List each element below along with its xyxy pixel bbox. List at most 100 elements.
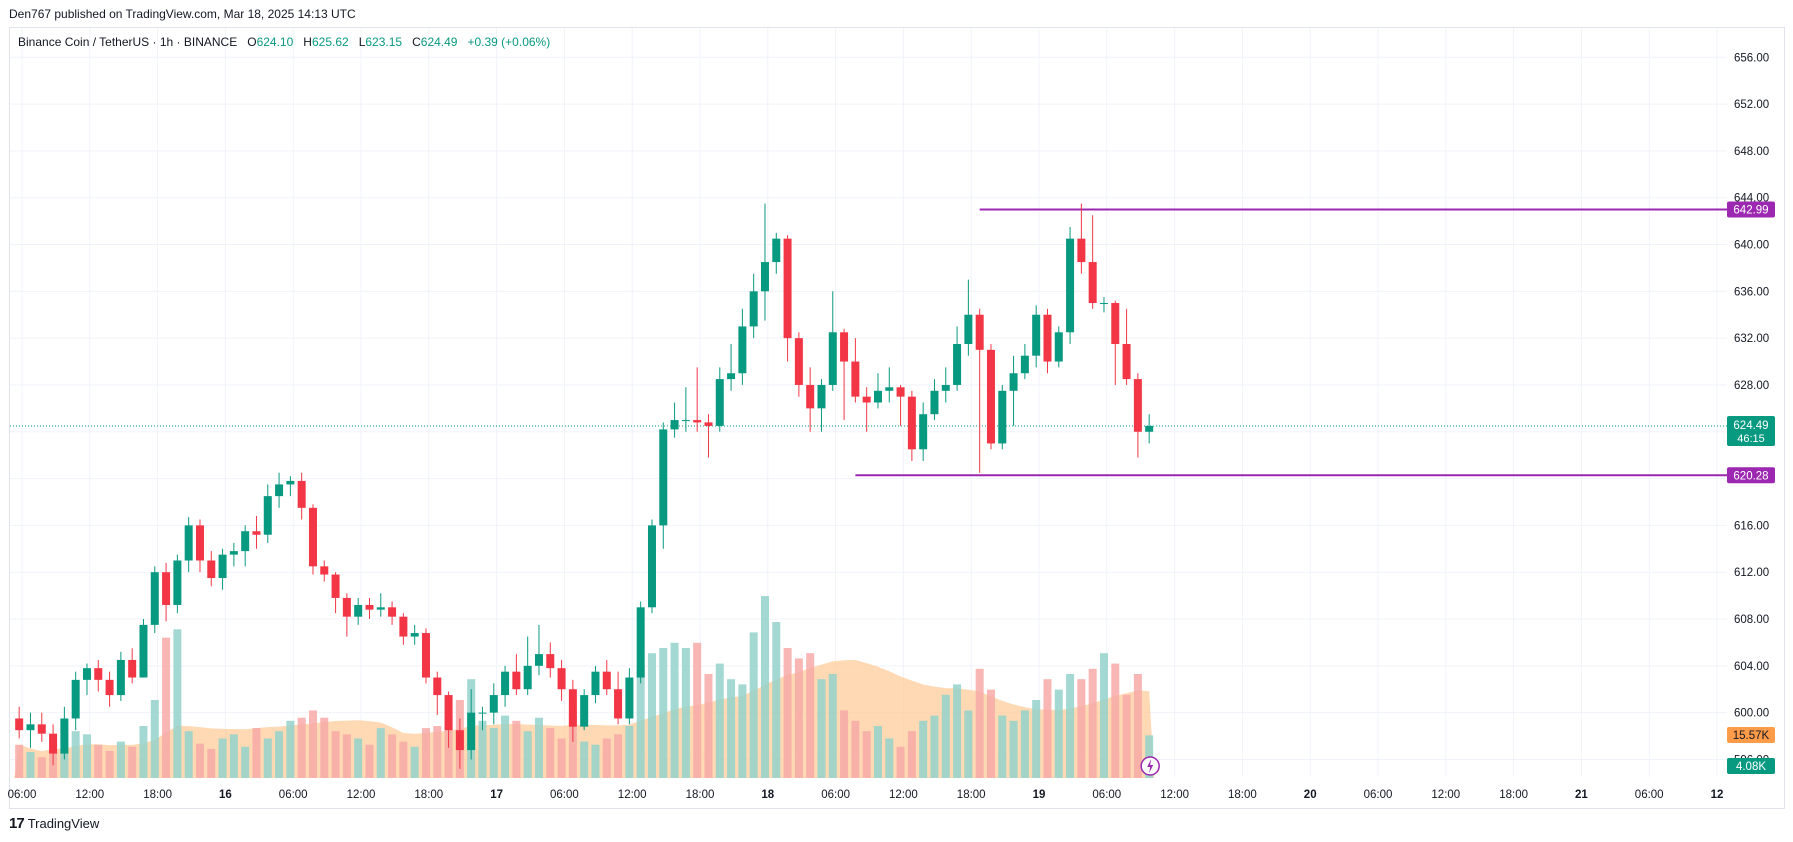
candle-body: [523, 665, 532, 690]
volume-bar: [421, 728, 430, 778]
candle-body: [625, 677, 634, 719]
candle-body: [772, 238, 781, 263]
candle-body: [1009, 373, 1018, 391]
volume-bar: [433, 726, 442, 778]
candle-body: [71, 679, 80, 719]
symbol-legend[interactable]: Binance Coin / TetherUS · 1h · BINANCE O…: [18, 35, 550, 49]
candle-body: [252, 531, 261, 535]
volume-bar: [772, 622, 781, 778]
time-axis: 06:00 12:00 18:00 16 06:00 12:00 18:00 17 06:00 1…: [8, 789, 1724, 801]
volume-bar: [320, 717, 329, 778]
current-price-label: 624.49: [1733, 420, 1768, 432]
volume-bar: [930, 715, 939, 778]
volume-bar: [1111, 663, 1120, 778]
candle-body: [376, 607, 385, 610]
candle-body: [896, 387, 905, 397]
time-tick-label: 21: [1575, 789, 1588, 801]
tradingview-logo[interactable]: 17 TradingView: [9, 815, 99, 832]
close-label: C: [412, 35, 421, 49]
volume-bar: [1088, 668, 1097, 778]
volume-bar: [116, 741, 125, 778]
candle-body: [715, 379, 724, 426]
volume-bar: [975, 668, 984, 778]
candle-body: [727, 373, 736, 380]
time-tick-label: 06:00: [550, 789, 579, 801]
volume-bar: [308, 710, 317, 778]
candlesticks: [15, 203, 1154, 769]
volume-label: 4.08K: [1736, 761, 1766, 773]
candle-body: [421, 633, 430, 678]
candle-body: [195, 525, 204, 561]
candle-body: [444, 695, 453, 731]
candle-body: [546, 654, 555, 669]
candle-body: [760, 262, 769, 292]
time-tick-label: 18:00: [143, 789, 172, 801]
volume-bar: [218, 738, 227, 778]
candle-body: [704, 422, 713, 426]
volume-bar: [636, 668, 645, 778]
volume-bar: [173, 629, 182, 778]
volume-bar: [659, 648, 668, 778]
horizontal-levels: [10, 208, 1727, 477]
volume-bar: [873, 726, 882, 778]
volume-bar: [195, 743, 204, 778]
change-value: +0.39 (+0.06%): [467, 35, 551, 49]
price-tick-label: 656.00: [1734, 52, 1769, 64]
candle-body: [15, 718, 24, 731]
symbol-name: Binance Coin / TetherUS · 1h · BINANCE: [18, 35, 238, 49]
volume-bar: [919, 720, 928, 778]
volume-bar: [275, 731, 284, 778]
volume-bar: [342, 734, 351, 778]
volume-bar: [1077, 679, 1086, 778]
candle-body: [817, 384, 826, 409]
volume-bar: [1122, 694, 1131, 778]
candle-body: [218, 554, 227, 579]
candle-body: [907, 396, 916, 450]
volume-bar: [580, 741, 589, 778]
open-value: 624.10: [256, 35, 294, 49]
candle-body: [941, 384, 950, 391]
candle-body: [308, 507, 317, 567]
volume-bar: [331, 731, 340, 778]
price-tick-label: 608.00: [1734, 614, 1769, 626]
volume-bar: [885, 738, 894, 778]
time-tick-label: 12:00: [1160, 789, 1189, 801]
volume-bar: [150, 700, 159, 778]
volume-bar: [602, 738, 611, 778]
volume-bar: [263, 738, 272, 778]
volume-bar: [15, 744, 24, 778]
high-value: 625.62: [311, 35, 349, 49]
volume-bar: [241, 746, 250, 778]
volume-bar: [410, 746, 419, 778]
volume-bar: [376, 728, 385, 778]
candle-body: [501, 671, 510, 696]
candle-body: [647, 525, 656, 608]
candle-body: [1054, 332, 1063, 362]
volume-bar: [749, 632, 758, 778]
candle-body: [953, 343, 962, 385]
candle-body: [26, 724, 35, 731]
volume-bar: [489, 728, 498, 778]
candle-body: [354, 604, 363, 617]
candle-body: [1122, 343, 1131, 380]
volume-bar: [71, 731, 80, 778]
time-tick-label: 12:00: [889, 789, 918, 801]
volume-bar: [704, 674, 713, 778]
candle-body: [297, 480, 306, 508]
current-price-badge: [1727, 416, 1775, 447]
volume-bar: [26, 752, 35, 778]
candle-body: [342, 597, 351, 617]
candle-body: [49, 733, 58, 754]
candle-body: [82, 668, 91, 680]
volume-bar: [681, 648, 690, 778]
candle-body: [229, 551, 238, 555]
candle-body: [116, 659, 125, 696]
candle-body: [139, 624, 148, 678]
volume-bars: [15, 596, 1154, 778]
volume-bar: [1020, 710, 1029, 778]
candle-body: [568, 689, 577, 727]
volume-bar: [523, 731, 532, 778]
volume-bar: [840, 710, 849, 778]
volume-bar: [568, 710, 577, 778]
